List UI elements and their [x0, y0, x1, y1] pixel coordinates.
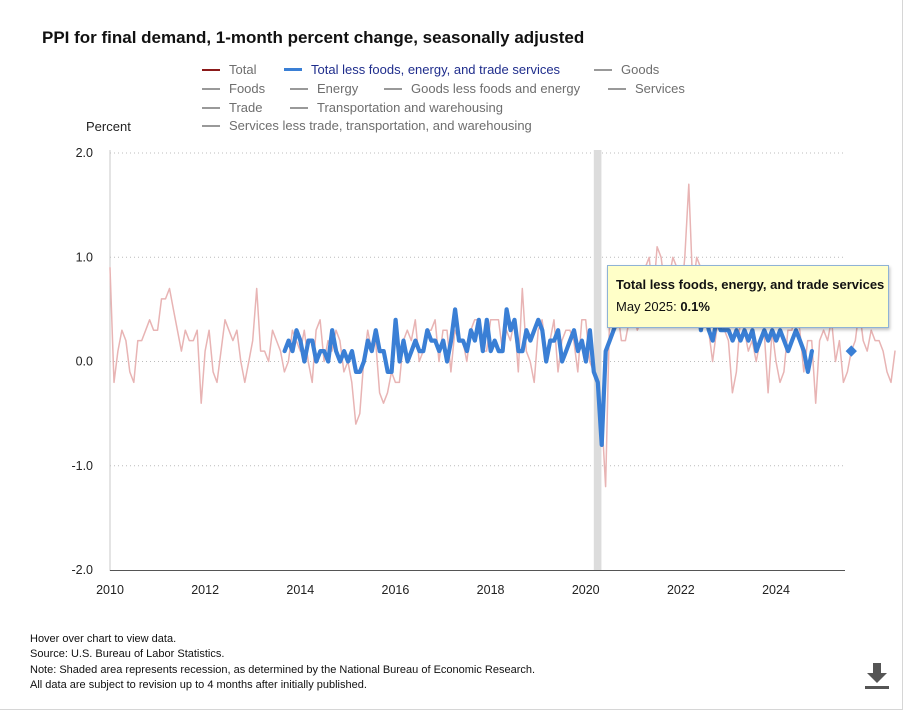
recession-shading — [593, 150, 602, 570]
legend-label: Goods less foods and energy — [411, 81, 581, 96]
recession-note: Note: Shaded area represents recession, … — [30, 664, 536, 676]
tooltip-value: 0.1% — [680, 299, 710, 314]
legend-item-total[interactable]: Total — [202, 62, 256, 77]
grid-lines — [110, 152, 845, 467]
y-axis-label: Percent — [86, 119, 131, 134]
legend-item-goods[interactable]: Goods — [594, 62, 659, 77]
legend-item-energy[interactable]: Energy — [290, 81, 358, 96]
legend-line-icon — [284, 68, 302, 71]
legend-item-services[interactable]: Services — [608, 81, 685, 96]
legend-label: Trade — [229, 100, 263, 115]
recession-band — [593, 150, 602, 570]
data-tooltip: Total less foods, energy, and trade serv… — [607, 265, 889, 328]
legend-item-transportation-warehousing[interactable]: Transportation and warehousing — [290, 100, 503, 115]
legend-line-icon — [202, 124, 220, 127]
hover-point — [845, 345, 857, 357]
hover-note: Hover over chart to view data. — [30, 633, 177, 645]
legend-label: Services — [635, 81, 685, 96]
chart-title: PPI for final demand, 1-month percent ch… — [42, 28, 585, 47]
legend-label: Total — [229, 62, 257, 77]
legend-label: Foods — [229, 81, 266, 96]
legend-line-icon — [608, 87, 626, 90]
hover-marker — [845, 345, 857, 357]
x-tick-label: 2018 — [477, 583, 505, 597]
series-lines — [109, 183, 896, 488]
tooltip-date: May 2025: — [616, 299, 677, 314]
legend-label: Transportation and warehousing — [317, 100, 503, 115]
legend-line-icon — [202, 68, 220, 71]
legend-item-foods[interactable]: Foods — [202, 81, 265, 96]
x-tick-label: 2016 — [382, 583, 410, 597]
y-tick-label: -2.0 — [71, 563, 93, 577]
legend-line-icon — [202, 106, 220, 109]
legend-line-icon — [202, 87, 220, 90]
source-note: Source: U.S. Bureau of Labor Statistics. — [30, 648, 225, 660]
legend-label: Goods — [621, 62, 660, 77]
legend-line-icon — [594, 68, 612, 71]
y-tick-label: 0.0 — [76, 355, 93, 369]
y-tick-label: 1.0 — [76, 250, 93, 264]
revision-note: All data are subject to revision up to 4… — [30, 679, 367, 691]
series-line-total-less-foods-energy-trade — [282, 265, 815, 447]
legend-label: Services less trade, transportation, and… — [229, 118, 532, 133]
x-tick-label: 2010 — [96, 583, 124, 597]
y-tick-label: 2.0 — [76, 146, 93, 160]
y-ticks: 2.0 1.0 0.0 -1.0 -2.0 — [71, 146, 93, 577]
x-tick-label: 2012 — [191, 583, 219, 597]
x-ticks: 2010 2012 2014 2016 2018 2020 2022 2024 — [96, 583, 790, 597]
legend-item-trade[interactable]: Trade — [202, 100, 262, 115]
legend-line-icon — [384, 87, 402, 90]
legend-line-icon — [290, 87, 308, 90]
tooltip-series-name: Total less foods, energy, and trade serv… — [616, 277, 885, 292]
legend-label: Total less foods, energy, and trade serv… — [311, 62, 561, 77]
y-tick-label: -1.0 — [71, 459, 93, 473]
x-tick-label: 2022 — [667, 583, 695, 597]
x-tick-label: 2024 — [762, 583, 790, 597]
x-tick-label: 2014 — [286, 583, 314, 597]
legend-item-total-less-foods-energy-trade[interactable]: Total less foods, energy, and trade serv… — [284, 62, 560, 77]
legend-item-services-less-trade[interactable]: Services less trade, transportation, and… — [202, 118, 532, 133]
x-tick-label: 2020 — [572, 583, 600, 597]
download-icon[interactable] — [864, 662, 890, 690]
legend-label: Energy — [317, 81, 359, 96]
legend-line-icon — [290, 106, 308, 109]
legend-item-goods-less-foods-energy[interactable]: Goods less foods and energy — [384, 81, 580, 96]
tooltip-row: May 2025: 0.1% — [616, 299, 888, 314]
